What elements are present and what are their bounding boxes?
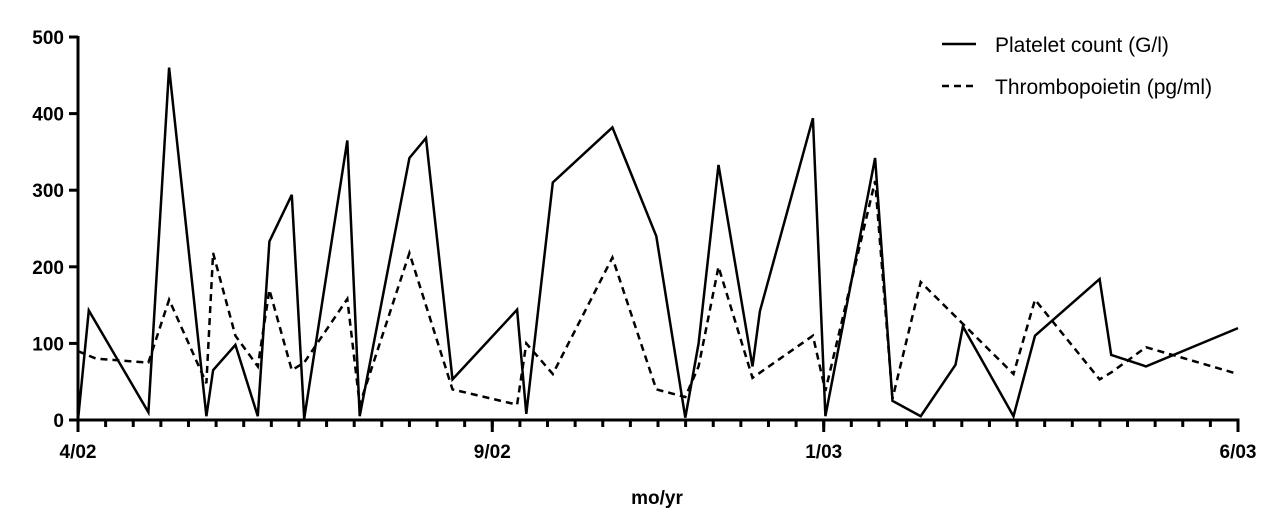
y-tick-label: 400 xyxy=(32,105,64,126)
x-tick-label: 4/02 xyxy=(60,442,97,463)
y-tick-label: 100 xyxy=(32,334,64,355)
series-line-1 xyxy=(76,67,1239,421)
y-tick-label: 500 xyxy=(32,28,64,49)
y-tick-label: 0 xyxy=(53,411,64,432)
x-tick-label: 1/03 xyxy=(805,442,842,463)
series-line-2 xyxy=(77,180,1239,407)
x-axis-title: mo/yr xyxy=(631,488,683,509)
legend-label-2: Thrombopoietin (pg/ml) xyxy=(995,76,1212,99)
axes: 0 100 200 300 400 500 4/02 9/02 1/03 6/03 xyxy=(32,28,1256,463)
y-tick-label: 300 xyxy=(32,181,64,202)
legend-label-1: Platelet count (G/l) xyxy=(995,34,1169,57)
legend: Platelet count (G/l) Thrombopoietin (pg/m… xyxy=(942,34,1212,99)
y-tick-label: 200 xyxy=(32,258,64,279)
x-tick-label: 9/02 xyxy=(474,442,511,463)
plot-area xyxy=(76,67,1239,421)
x-tick-label: 6/03 xyxy=(1220,442,1257,463)
